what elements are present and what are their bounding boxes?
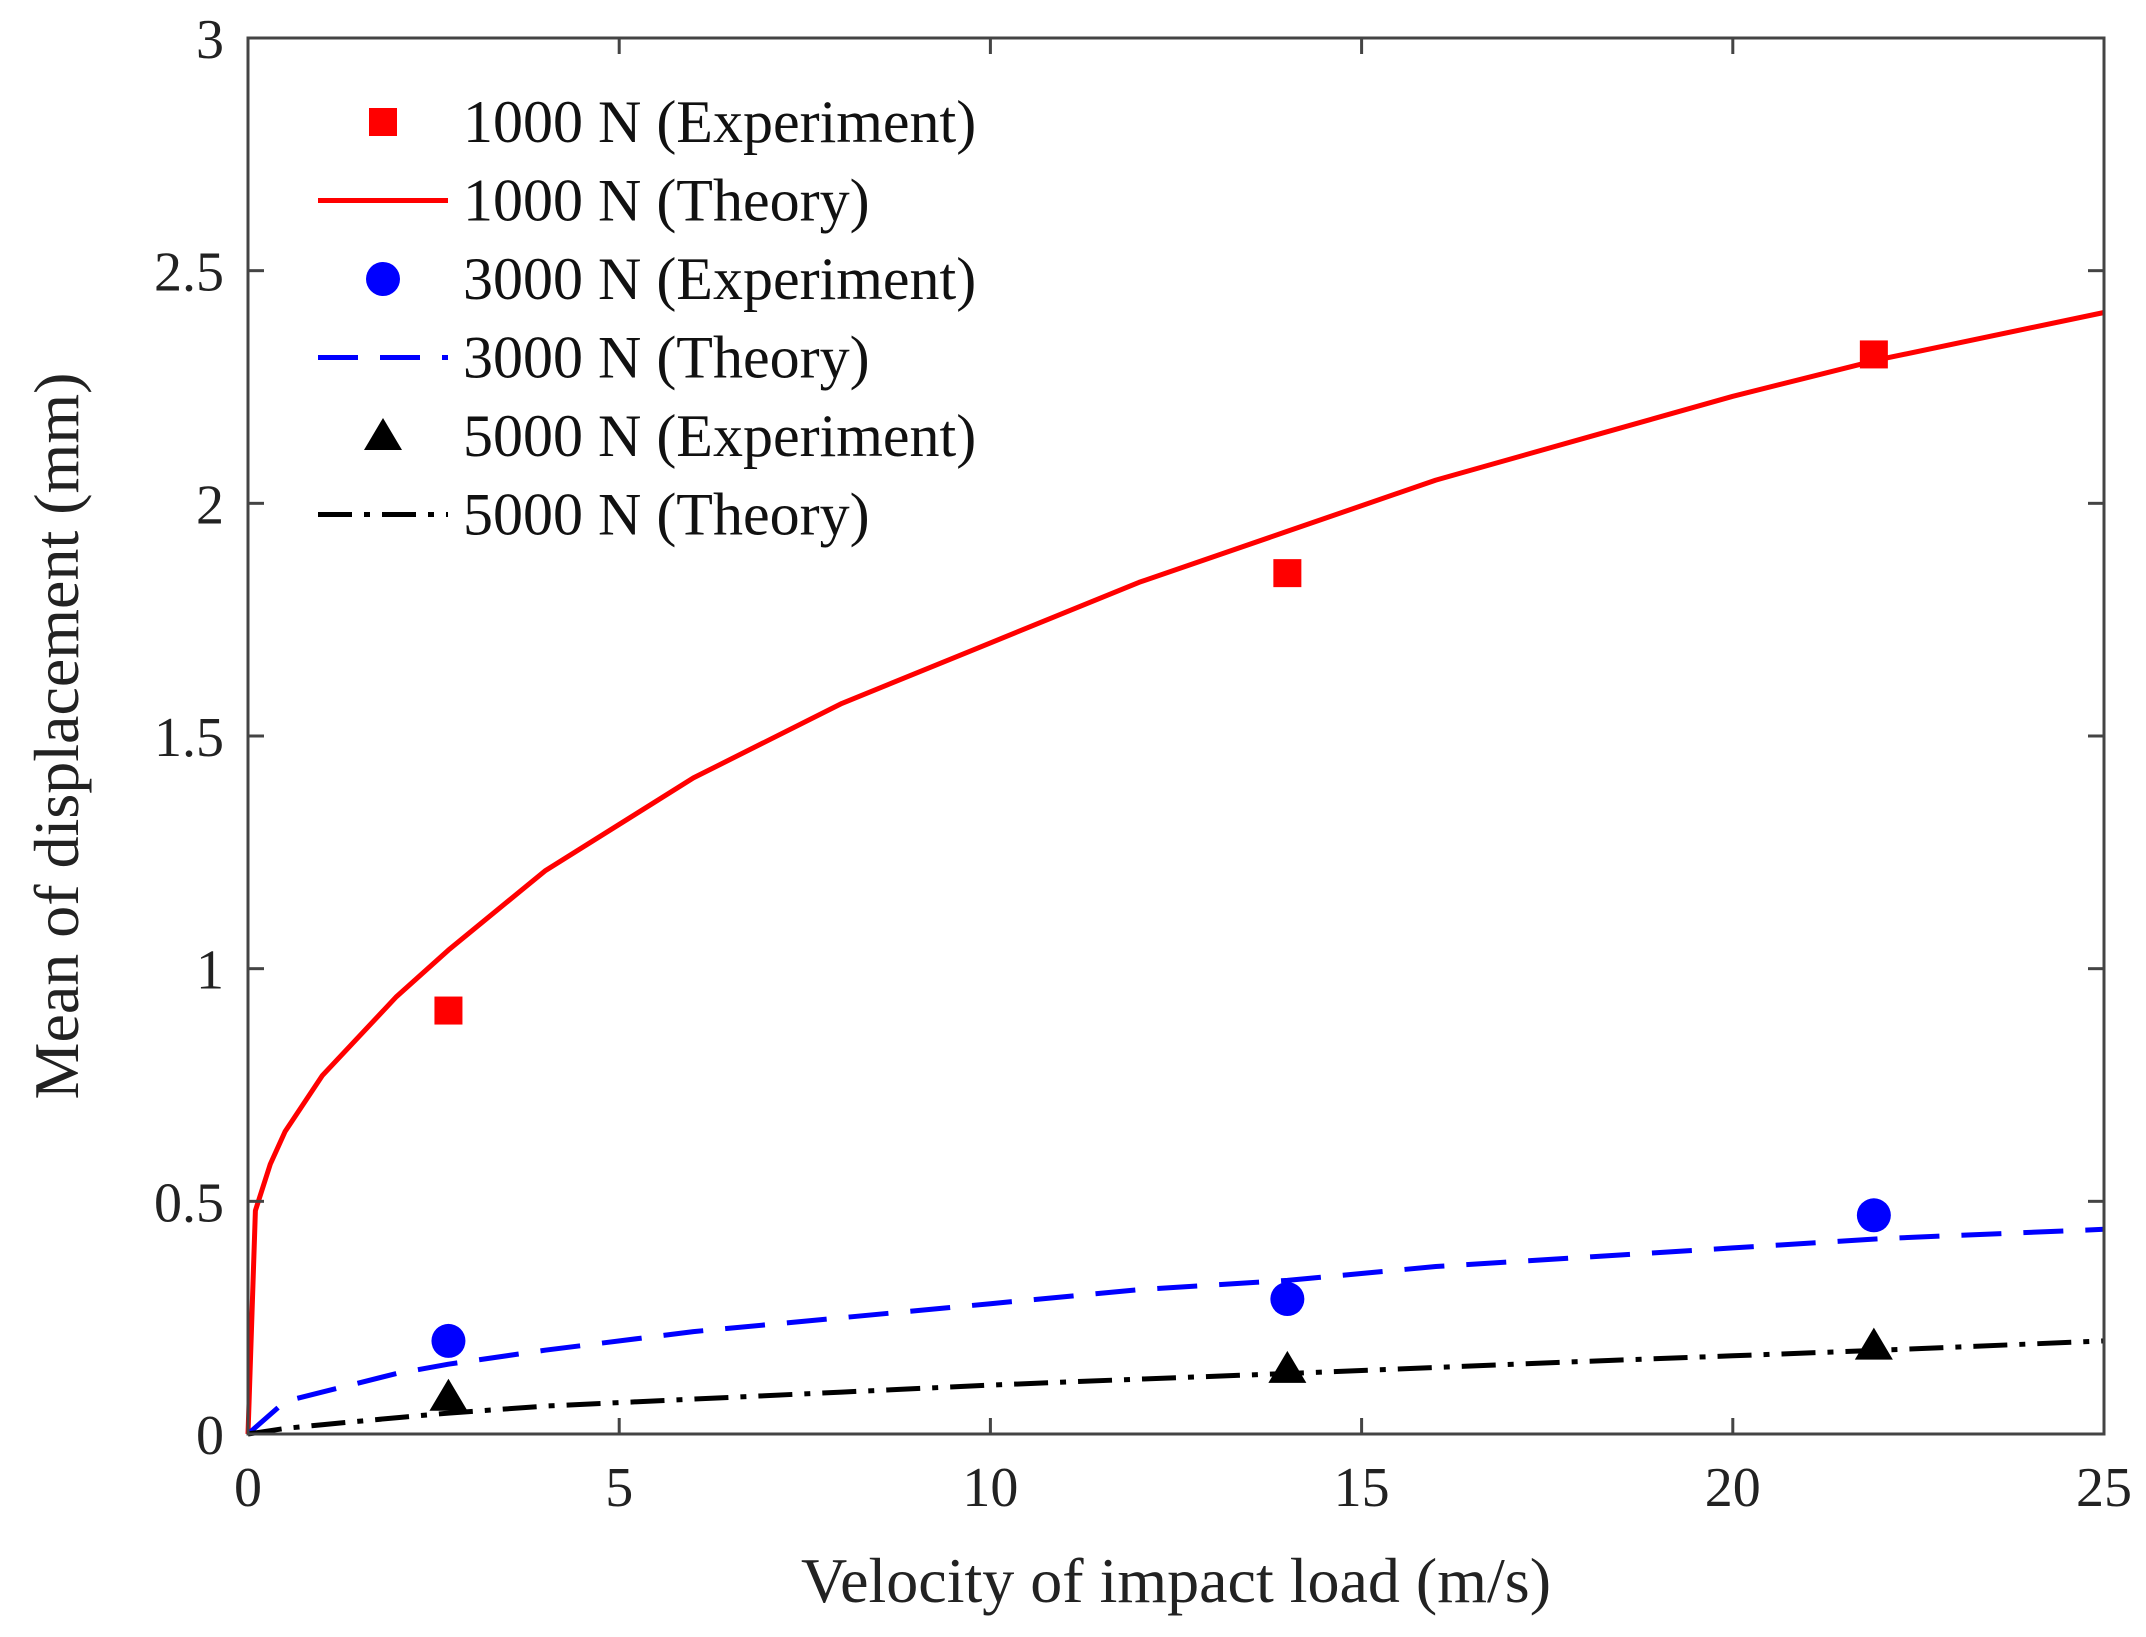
legend-entry: 5000 N (Theory) xyxy=(318,482,870,548)
legend: 1000 N (Experiment) 1000 N (Theory) 3000 N… xyxy=(318,89,976,548)
y-tick-label: 1.5 xyxy=(154,707,224,769)
data-point-0-0 xyxy=(434,996,463,1025)
series-line-1 xyxy=(245,310,2105,1435)
ticks-layer: 0 5 10 15 20 25 0 0.5 1 1.5 2 2.5 3 xyxy=(154,9,2132,1519)
y-tick-label: 0 xyxy=(196,1405,224,1467)
data-point-2-1 xyxy=(1270,1282,1305,1317)
x-tick-label: 0 xyxy=(234,1457,262,1519)
legend-label: 3000 N (Theory) xyxy=(463,325,870,391)
x-tick-label: 5 xyxy=(605,1457,633,1519)
y-tick-label: 1 xyxy=(196,940,224,1002)
legend-entry: 3000 N (Experiment) xyxy=(366,246,976,312)
data-point-2-2 xyxy=(1856,1198,1891,1233)
legend-label: 1000 N (Theory) xyxy=(463,168,870,234)
y-tick-label: 3 xyxy=(196,9,224,71)
data-point-0-1 xyxy=(1273,559,1302,588)
x-axis-title: Velocity of impact load (m/s) xyxy=(801,1545,1551,1616)
legend-entry: 1000 N (Theory) xyxy=(318,168,870,234)
x-tick-label: 25 xyxy=(2076,1457,2132,1519)
y-tick-label: 2.5 xyxy=(154,242,224,304)
y-axis-title: Mean of displacement (mm) xyxy=(21,373,92,1100)
data-point-4-2 xyxy=(1854,1327,1893,1360)
legend-label: 5000 N (Experiment) xyxy=(463,403,976,469)
data-point-4-1 xyxy=(1268,1350,1307,1383)
y-tick-label: 2 xyxy=(196,474,224,536)
legend-marker-swatch xyxy=(366,262,400,296)
legend-label: 1000 N (Experiment) xyxy=(463,89,976,155)
y-tick-label: 0.5 xyxy=(154,1172,224,1234)
legend-label: 5000 N (Theory) xyxy=(463,482,870,548)
legend-marker-swatch xyxy=(364,418,402,450)
series-layer xyxy=(245,310,2105,1437)
x-tick-label: 15 xyxy=(1334,1457,1390,1519)
x-tick-label: 10 xyxy=(962,1457,1018,1519)
data-point-4-0 xyxy=(429,1378,468,1411)
x-tick-label: 20 xyxy=(1705,1457,1761,1519)
data-point-2-0 xyxy=(431,1323,466,1358)
legend-marker-swatch xyxy=(369,108,397,136)
series-line-3 xyxy=(246,1226,2105,1436)
legend-label: 3000 N (Experiment) xyxy=(463,246,976,312)
legend-entry: 3000 N (Theory) xyxy=(318,325,870,391)
legend-entry: 1000 N (Experiment) xyxy=(369,89,976,155)
legend-entry: 5000 N (Experiment) xyxy=(364,403,976,469)
series-line-5 xyxy=(247,1338,2105,1437)
